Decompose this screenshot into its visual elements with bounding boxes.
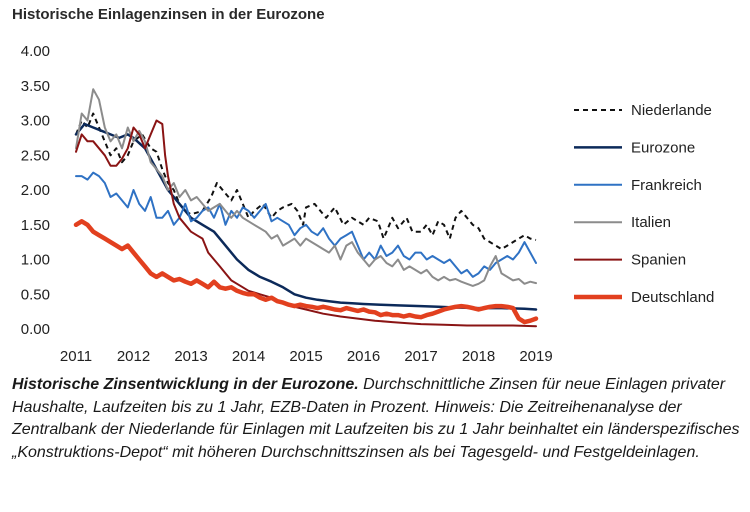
- series-line-deutschland: [73, 219, 539, 325]
- x-tick-label: 2013: [174, 348, 207, 365]
- x-tick-label: 2011: [60, 348, 92, 365]
- y-tick-label: 0.00: [21, 321, 50, 338]
- y-tick-label: 2.00: [21, 182, 50, 199]
- legend-label: Frankreich: [631, 177, 702, 194]
- series-line-spanien: [75, 119, 537, 328]
- figure-caption: Historische Zinsentwicklung in der Euroz…: [12, 374, 740, 464]
- series-line-niederlande: [75, 112, 537, 251]
- legend: Niederlande Eurozone Frankreich Italien Span…: [574, 102, 714, 306]
- legend-label: Deutschland: [631, 289, 714, 306]
- x-tick-label: 2019: [519, 348, 552, 365]
- legend-label: Spanien: [631, 252, 686, 269]
- x-tick-label: 2014: [232, 348, 265, 365]
- x-tick-label: 2017: [404, 348, 437, 365]
- y-axis: 4.00 3.50 3.00 2.50 2.00 1.50 1.00 0.50 0.00: [21, 43, 50, 338]
- series-lines: [73, 88, 539, 328]
- caption-text: Durchschnittliche Zinsen für neue Einlag…: [12, 376, 740, 461]
- y-tick-label: 4.00: [21, 43, 50, 60]
- caption-bold: Historische Zinsentwicklung in der Euroz…: [12, 376, 359, 393]
- series-line-italien: [75, 88, 537, 287]
- x-axis: 2011 2012 2013 2014 2015 2016 2017 2018 2019: [60, 348, 553, 365]
- y-tick-label: 1.00: [21, 252, 50, 269]
- y-tick-label: 1.50: [21, 217, 50, 234]
- x-tick-label: 2015: [289, 348, 322, 365]
- series-line-eurozone: [74, 122, 538, 311]
- y-tick-label: 3.00: [21, 113, 50, 130]
- x-tick-label: 2016: [347, 348, 380, 365]
- legend-label: Italien: [631, 214, 671, 231]
- line-chart: 4.00 3.50 3.00 2.50 2.00 1.50 1.00 0.50 0.00 201…: [21, 43, 715, 365]
- series-line-frankreich: [75, 171, 537, 278]
- y-tick-label: 3.50: [21, 78, 50, 95]
- chart-title: Historische Einlagenzinsen in der Eurozo…: [12, 6, 325, 23]
- legend-label: Niederlande: [631, 102, 712, 119]
- legend-label: Eurozone: [631, 139, 695, 156]
- y-tick-label: 2.50: [21, 147, 50, 164]
- x-tick-label: 2018: [462, 348, 495, 365]
- x-tick-label: 2012: [117, 348, 150, 365]
- y-tick-label: 0.50: [21, 286, 50, 303]
